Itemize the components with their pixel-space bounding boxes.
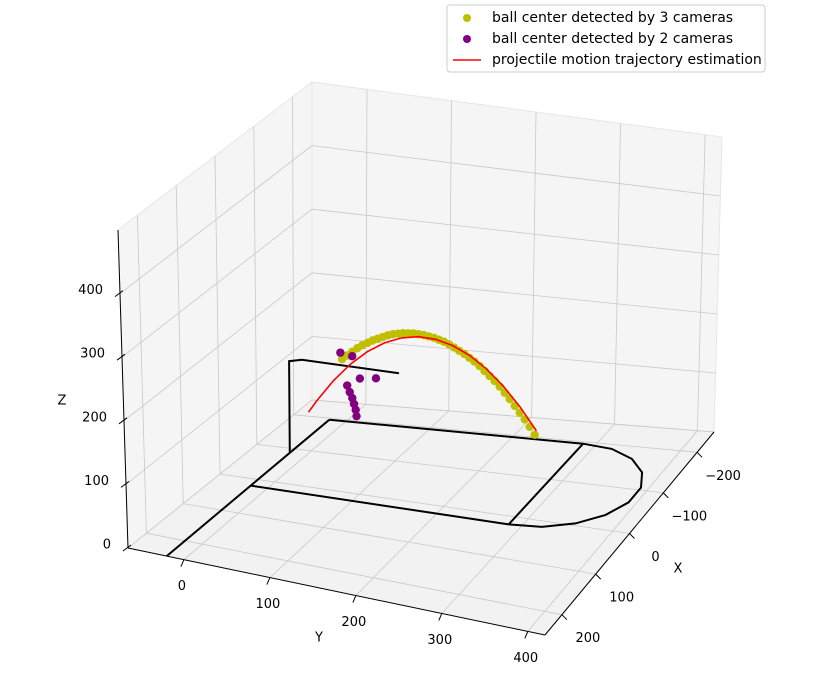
legend-box — [446, 4, 766, 73]
grid-line — [214, 155, 221, 475]
x-axis-label: X — [674, 562, 683, 577]
panes — [117, 80, 723, 636]
grid-line — [531, 112, 537, 418]
grid-line — [311, 272, 718, 315]
grid-line — [146, 532, 562, 616]
y-tick — [266, 577, 271, 585]
grid-line — [311, 145, 721, 197]
y-tick — [180, 559, 185, 567]
grid-line — [123, 272, 313, 422]
data-point — [352, 411, 361, 421]
y-tick — [438, 613, 443, 621]
z-tick-label: 400 — [78, 283, 103, 298]
grid-line — [183, 503, 596, 575]
x-tick-label: 200 — [575, 631, 600, 646]
marks — [166, 329, 644, 557]
legend-label: projectile motion trajectory estimation — [492, 52, 762, 68]
x-axis-line — [544, 431, 715, 636]
grid-line — [614, 123, 621, 425]
data-point — [530, 430, 539, 439]
data-point — [525, 422, 534, 431]
grid-line — [137, 215, 147, 534]
y-tick-label: 100 — [255, 597, 280, 612]
grid-line — [311, 208, 719, 256]
court-line — [507, 443, 584, 526]
z-axis-line — [117, 229, 129, 549]
z-tick — [116, 353, 126, 361]
y-tick-label: 300 — [427, 633, 452, 648]
data-point — [371, 374, 381, 383]
grid-line — [183, 403, 367, 560]
legend-label: ball center detected by 2 cameras — [492, 31, 733, 47]
court-line — [288, 358, 400, 453]
x-tick — [629, 533, 635, 539]
grid-line — [527, 430, 698, 632]
data-point — [351, 405, 360, 415]
legend-swatch — [463, 35, 471, 43]
data-point — [505, 394, 514, 404]
trajectory-line — [307, 335, 538, 432]
z-tick-label: 200 — [82, 410, 107, 425]
x-tick — [696, 451, 703, 458]
grid — [119, 89, 721, 632]
court-line — [250, 418, 644, 528]
z-tick-label: 0 — [103, 538, 111, 553]
y-tick — [352, 595, 357, 603]
grid-line — [121, 208, 313, 358]
x-tick — [662, 492, 669, 499]
grid-line — [355, 417, 532, 596]
y-tick — [524, 631, 529, 639]
axes: −200 −100 0 100 200 0 100 200 300 400 0 100 200 300 40… — [78, 229, 741, 666]
z-tick — [114, 290, 124, 298]
z-tick — [118, 417, 128, 425]
data-point — [336, 348, 345, 357]
data-point — [342, 381, 352, 390]
y-tick-label: 200 — [341, 615, 366, 630]
y-axis-line — [127, 547, 546, 636]
z-tick-label: 100 — [84, 474, 109, 489]
y-tick-label: 0 — [178, 579, 186, 594]
legend-swatch — [463, 14, 471, 22]
grid-line — [292, 96, 295, 415]
grid-line — [253, 126, 258, 445]
grid-line — [441, 423, 615, 614]
grid-line — [448, 100, 452, 411]
y-tick-label: 400 — [513, 651, 538, 666]
z-axis-label: Z — [58, 394, 67, 409]
grid-line — [697, 134, 706, 431]
data-point — [348, 352, 357, 361]
grid-line — [219, 473, 630, 534]
grid-line — [256, 444, 664, 494]
grid-line — [119, 145, 313, 294]
z-tick — [120, 480, 130, 488]
legend: ball center detected by 3 cameras ball ce… — [446, 4, 766, 73]
x-tick — [561, 614, 568, 621]
x-tick-label: −200 — [705, 469, 741, 484]
data-point — [355, 374, 365, 383]
y-axis-label: Y — [314, 631, 323, 646]
x-tick-label: 100 — [609, 591, 634, 606]
grid-line — [293, 414, 698, 453]
z-tick-label: 300 — [80, 347, 105, 362]
grid-line — [127, 399, 313, 549]
legend-label: ball center detected by 3 cameras — [492, 10, 733, 26]
grid-line — [175, 185, 184, 504]
x-tick — [595, 573, 602, 580]
grid-line — [269, 410, 450, 578]
grid-line — [311, 399, 715, 433]
x-tick-label: −100 — [671, 509, 707, 524]
grid-line — [125, 336, 313, 485]
z-tick — [122, 544, 132, 552]
x-tick-label: 0 — [651, 550, 659, 565]
